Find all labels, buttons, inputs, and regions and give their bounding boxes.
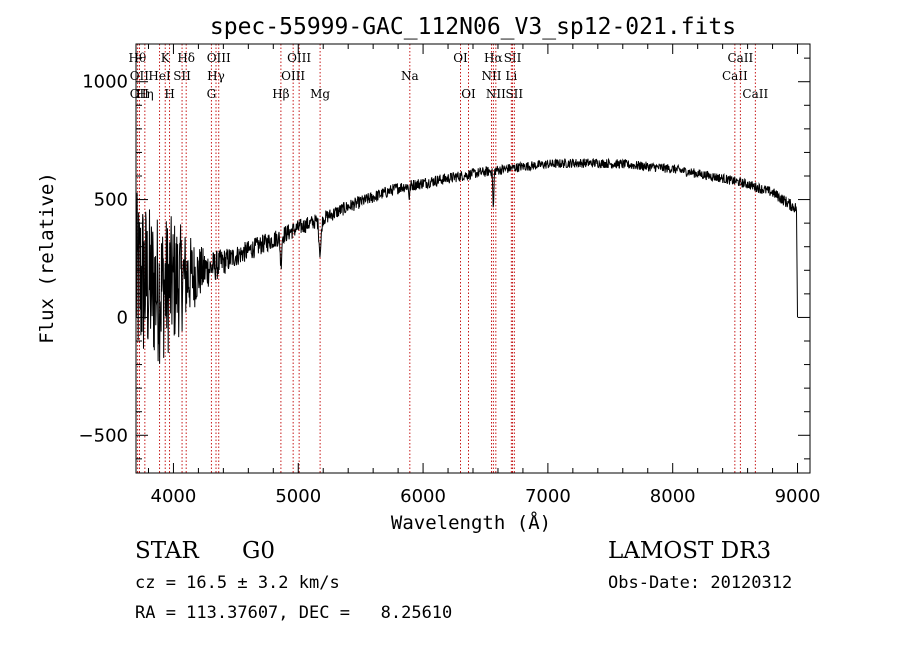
line-marker-label: OIII [281, 69, 305, 83]
coordinates-text: RA = 113.37607, DEC = 8.25610 [135, 603, 453, 623]
axes: 4000 5000 6000 7000 8000 9000 −500 0 500 1000 [79, 44, 821, 507]
line-marker-label: OI [453, 51, 468, 65]
line-marker-label: OI [461, 87, 476, 101]
line-marker-label: G [207, 87, 217, 101]
x-tick-label: 4000 [151, 486, 197, 507]
line-marker-label: H [164, 87, 174, 101]
x-tick-label: 6000 [400, 486, 446, 507]
line-marker-label: OII [130, 87, 150, 101]
line-marker-label: Hβ [272, 87, 289, 101]
line-marker-label: SII [505, 87, 523, 101]
line-marker-label: HeI [148, 69, 171, 83]
line-marker-label: SII [173, 69, 191, 83]
spectral-subclass: G0 [242, 538, 276, 564]
line-marker-label: NII [481, 69, 501, 83]
y-tick-label: 500 [94, 190, 128, 211]
line-marker-label: OIII [287, 51, 311, 65]
obs-date-text: Obs-Date: 20120312 [608, 573, 793, 593]
line-marker-label: Li [505, 69, 517, 83]
y-tick-label: −500 [79, 425, 128, 446]
x-tick-label: 7000 [525, 486, 571, 507]
emission-line-markers: HθOIIOIIHηHeIKHSIIHδGHγOIIIHβOIIIOIIIMgN… [129, 44, 768, 473]
y-tick-label: 0 [117, 307, 128, 328]
line-marker-label: NII [486, 87, 506, 101]
survey-name: LAMOST DR3 [608, 538, 772, 564]
redshift-text: cz = 16.5 ± 3.2 km/s [135, 573, 340, 593]
line-marker-label: OIII [207, 51, 231, 65]
object-class: STAR [135, 538, 199, 564]
chart-title: spec-55999-GAC_112N06_V3_sp12-021.fits [210, 14, 736, 40]
line-marker-label: CaII [742, 87, 768, 101]
line-marker-label: Hγ [207, 69, 225, 83]
line-marker-label: Hη [136, 87, 154, 101]
spectrum-line [135, 157, 798, 364]
x-tick-label: 9000 [775, 486, 821, 507]
line-marker-label: CaII [722, 69, 748, 83]
spectrum-series [135, 157, 798, 364]
spectrum-chart: spec-55999-GAC_112N06_V3_sp12-021.fits H… [36, 14, 821, 534]
x-axis-label: Wavelength (Å) [391, 511, 551, 534]
line-marker-label: CaII [727, 51, 753, 65]
y-axis-label: Flux (relative) [36, 172, 58, 344]
x-tick-label: 5000 [275, 486, 321, 507]
line-marker-label: Na [401, 69, 419, 83]
line-marker-label: SII [504, 51, 522, 65]
line-marker-label: Hα [484, 51, 503, 65]
x-tick-label: 8000 [650, 486, 696, 507]
y-tick-label: 1000 [82, 72, 128, 93]
line-marker-label: Hδ [177, 51, 195, 65]
line-marker-label: Mg [310, 87, 330, 101]
line-marker-label: K [161, 51, 171, 65]
